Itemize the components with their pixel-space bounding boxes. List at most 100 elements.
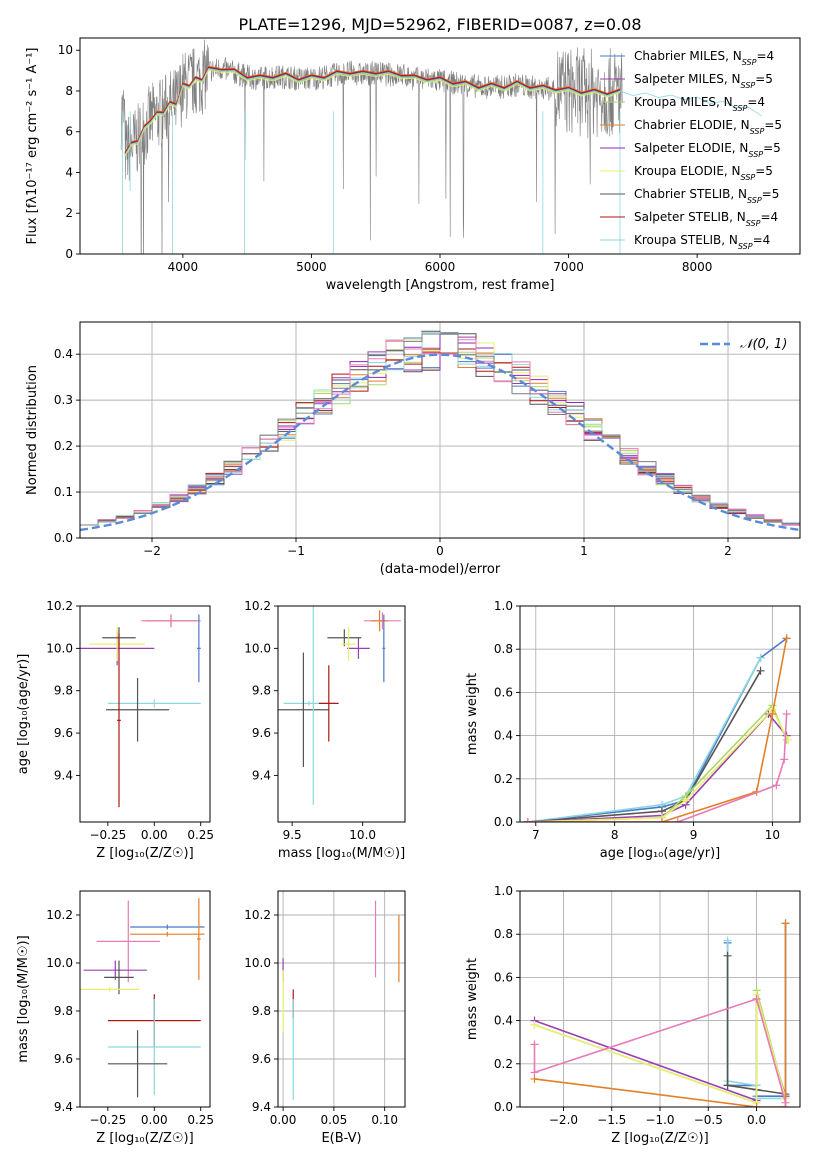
weight-line (534, 923, 787, 1107)
y-axis-label: mass weight (465, 673, 480, 755)
y-tick-label: 0.8 (494, 642, 513, 656)
y-axis-label: mass [log₁₀(M/M☉)] (16, 935, 31, 1062)
x-tick-label: 7000 (553, 260, 584, 274)
x-axis-label: age [log₁₀(age/yr)] (600, 846, 721, 861)
axes-frame (277, 890, 406, 1108)
legend-label: Kroupa MILES, NSSP=4 (634, 95, 765, 113)
x-tick-label: −0.5 (694, 1113, 723, 1127)
legend-label: Kroupa STELIB, NSSP=4 (634, 233, 770, 251)
legend-subscript: SSP (742, 58, 757, 67)
legend-label: Chabrier STELIB, NSSP=5 (634, 187, 779, 205)
legend-label: 𝒩(0, 1) (740, 337, 787, 352)
x-axis-label: Z [log₁₀(Z/Z☉)] (96, 1131, 193, 1146)
chart-residuals: −2 −1 0 1 2 0.0 0.1 0.2 0.3 0.4 (data-model)/error… (25, 321, 801, 577)
legend-label: Kroupa ELODIE, NSSP=5 (634, 164, 773, 182)
x-tick-label: 0.00 (270, 1113, 297, 1127)
x-tick-label: 4000 (168, 260, 199, 274)
plot-area (120, 39, 762, 254)
y-tick-label: 9.8 (54, 1004, 73, 1018)
legend: Chabrier MILES, NSSP=4 Salpeter MILES, NS… (600, 49, 782, 251)
y-tick-label: 8 (65, 84, 73, 98)
model-line (124, 68, 762, 155)
legend-tail: =5 (764, 118, 782, 132)
weight-marker (530, 1040, 539, 1049)
y-tick-label: 0.6 (494, 970, 513, 984)
chart-spectrum: 4000 5000 6000 7000 8000 0 2 4 6 8 10 wavelength [A… (25, 37, 801, 293)
weight-marker (781, 1098, 790, 1107)
model-line (124, 69, 621, 157)
weight-line (527, 657, 762, 822)
x-axis-label: Z [log₁₀(Z/Z☉)] (611, 1131, 708, 1146)
y-axis-label: mass weight (465, 958, 480, 1040)
x-tick-label: 0.10 (371, 1113, 398, 1127)
plot-area (278, 606, 401, 806)
weight-marker (723, 936, 732, 945)
legend-label: Chabrier ELODIE, NSSP=5 (634, 118, 782, 136)
x-tick-label: −2.0 (549, 1113, 578, 1127)
x-tick-label: −0.25 (89, 828, 126, 842)
y-tick-label: 10.2 (244, 908, 271, 922)
chart-mass_weight_vs_age: 7 8 9 10 0.0 0.2 0.4 0.6 0.8 1.0 age [log₁₀(age/yr… (465, 599, 801, 861)
legend-subscript: SSP (748, 150, 763, 159)
weight-marker (752, 1103, 761, 1107)
weight-marker (781, 919, 790, 928)
legend-tail: =5 (755, 72, 773, 86)
legend-label: Salpeter ELODIE, NSSP=5 (634, 141, 781, 159)
legend-tail: =4 (756, 49, 774, 63)
axes-frame (277, 605, 406, 823)
y-axis-label: Normed distribution (25, 365, 40, 495)
x-tick-label: 0.05 (321, 1113, 348, 1127)
x-tick-label: 0.0 (747, 1113, 766, 1127)
chart-mass_weight_vs_z: −2.0 −1.5 −1.0 −0.5 0.0 0.0 0.2 0.4 0.6 0.8 1.0 Z [… (465, 884, 801, 1146)
axes-frame (79, 37, 801, 255)
y-tick-label: 6 (65, 125, 73, 139)
y-tick-label: 10.2 (46, 599, 73, 613)
x-tick-label: 1 (580, 544, 588, 558)
x-tick-label: 2 (724, 544, 732, 558)
x-tick-label: 10 (765, 828, 780, 842)
chart-age_vs_z: −0.25 0.00 0.25 9.4 9.6 9.8 10.0 10.2 Z [log₁₀(Z… (16, 599, 214, 861)
weight-marker (756, 653, 765, 662)
y-tick-label: 0.4 (54, 347, 73, 361)
y-tick-label: 1.0 (494, 599, 513, 613)
legend-tail: =4 (747, 95, 765, 109)
y-tick-label: 9.4 (54, 1100, 73, 1114)
weight-marker (782, 634, 791, 643)
weight-marker (752, 995, 761, 1003)
x-tick-label: 8000 (682, 260, 713, 274)
y-tick-label: 10.0 (46, 956, 73, 970)
legend-label: Salpeter MILES, NSSP=5 (634, 72, 773, 90)
y-tick-label: 9.4 (252, 1100, 271, 1114)
y-tick-label: 9.8 (252, 1004, 271, 1018)
weight-marker (530, 1068, 539, 1077)
axes-frame (79, 890, 211, 1108)
y-tick-label: 9.4 (252, 768, 271, 782)
legend-label: Salpeter STELIB, NSSP=4 (634, 210, 778, 228)
x-tick-label: 0.00 (141, 828, 168, 842)
axes-frame (79, 605, 211, 823)
x-tick-label: 9.5 (283, 828, 302, 842)
y-axis-label: Flux [fλ10⁻¹⁷ erg cm⁻² s⁻¹ A⁻¹] (25, 48, 40, 245)
residual-histogram (80, 333, 800, 526)
x-tick-label: −1.5 (597, 1113, 626, 1127)
y-tick-label: 0.0 (494, 1100, 513, 1114)
weight-marker (756, 666, 765, 675)
y-tick-label: 0.4 (494, 729, 513, 743)
y-tick-label: 0.2 (494, 772, 513, 786)
x-tick-label: −2 (143, 544, 161, 558)
weight-marker (723, 951, 732, 960)
y-tick-label: 9.6 (54, 726, 73, 740)
y-tick-label: 9.4 (54, 768, 73, 782)
weight-line (534, 994, 787, 1104)
weight-line (527, 670, 762, 822)
y-tick-label: 0.8 (494, 927, 513, 941)
x-tick-label: 0.25 (187, 828, 214, 842)
axes-frame (79, 321, 801, 539)
weight-marker (657, 818, 666, 822)
model-line (124, 68, 621, 156)
x-tick-label: 7 (532, 828, 540, 842)
weight-line (533, 997, 787, 1103)
x-tick-label: 6000 (425, 260, 456, 274)
y-tick-label: 9.6 (252, 1052, 271, 1066)
chart-age_vs_mass: 9.5 10.0 9.4 9.6 9.8 10.0 10.2 mass [log₁₀(M/M☉… (244, 599, 406, 861)
